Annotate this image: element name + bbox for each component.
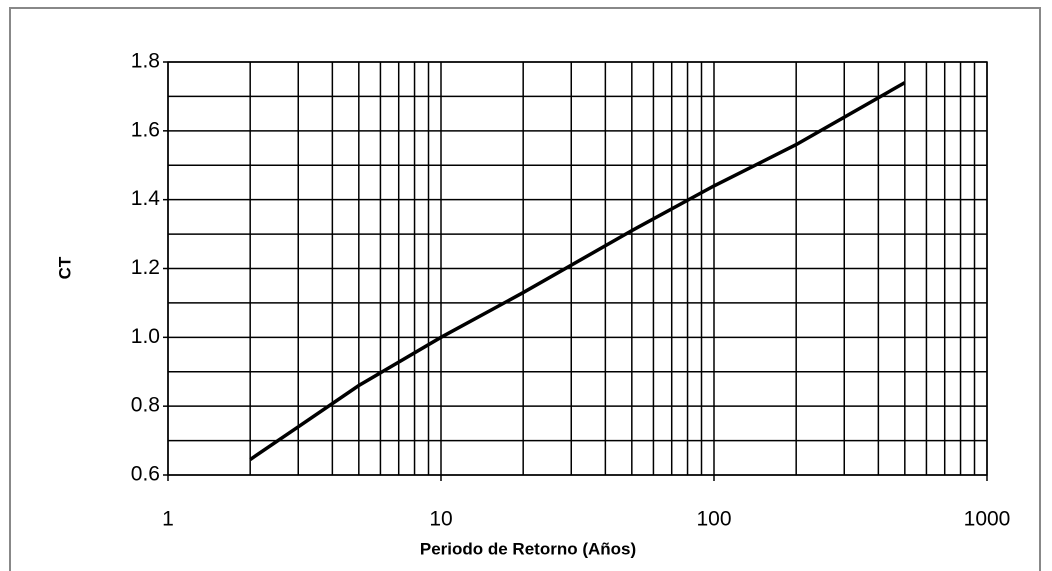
- y-tick-label: 1.4: [131, 187, 161, 210]
- y-tick-label: 1.8: [131, 50, 160, 73]
- x-axis-label: Periodo de Retorno (Años): [420, 539, 636, 558]
- x-tick-label: 1: [162, 508, 174, 531]
- x-tick-label: 100: [696, 508, 731, 531]
- x-tick-label: 1000: [964, 508, 1011, 531]
- y-axis-label: CT: [55, 256, 74, 279]
- y-tick-label: 1.6: [131, 118, 160, 141]
- data-line: [249, 81, 906, 461]
- x-tick-label: 10: [429, 508, 452, 531]
- frame: [9, 7, 1041, 571]
- plot-border: [167, 61, 988, 476]
- y-tick-label: 0.8: [131, 394, 160, 417]
- y-tick-label: 1.0: [131, 325, 160, 348]
- y-tick-label: 1.2: [131, 256, 160, 279]
- y-tick-label: 0.6: [131, 463, 160, 486]
